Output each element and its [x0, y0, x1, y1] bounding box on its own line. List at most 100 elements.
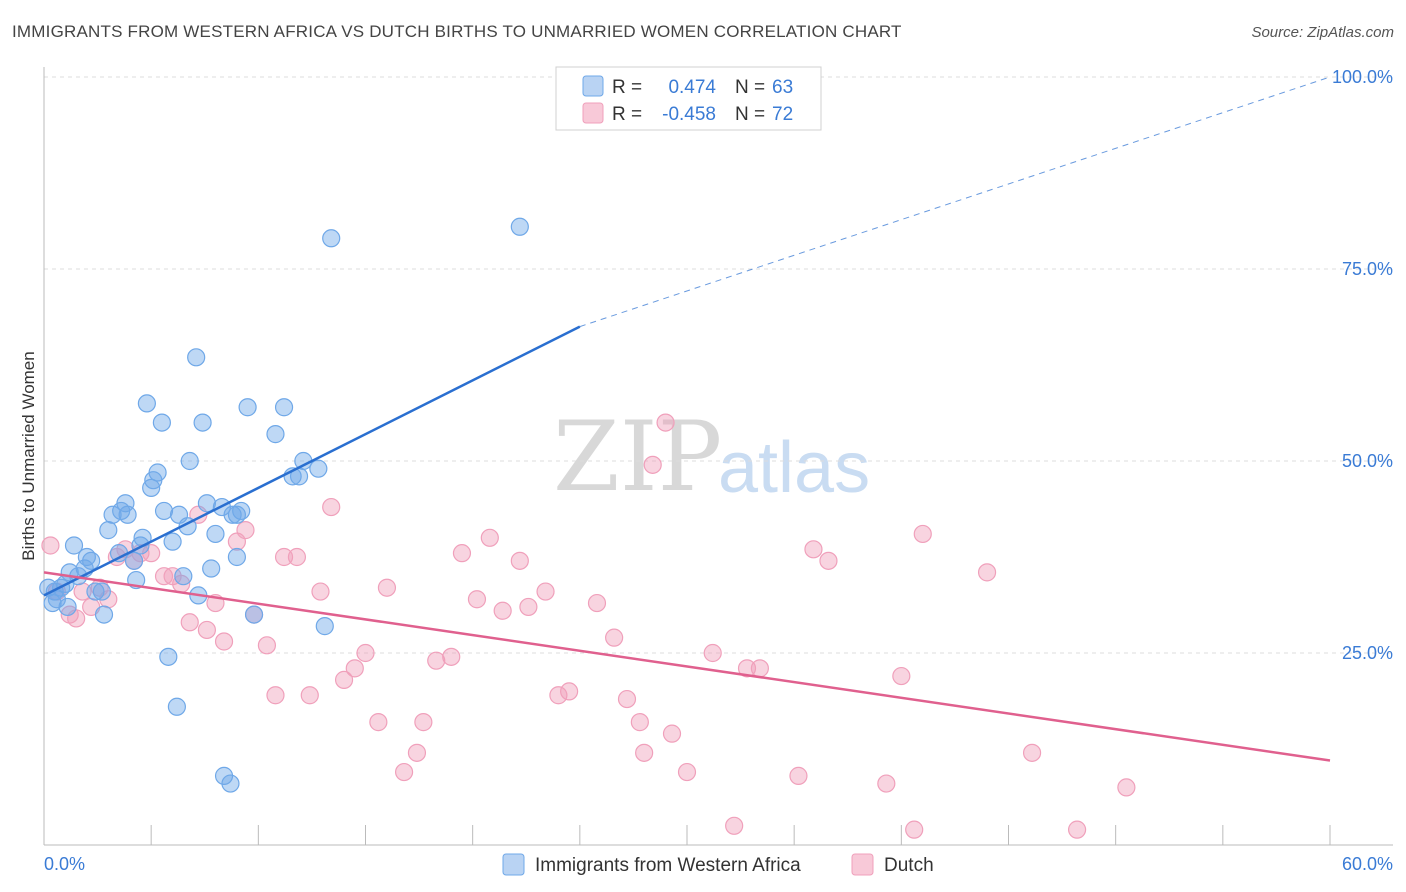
western-africa-point-17	[103, 505, 122, 524]
y-tick-label-25: 25.0%	[1342, 643, 1393, 663]
western-africa-point-59	[315, 617, 334, 636]
dutch-point-29	[311, 582, 330, 601]
gridlines	[44, 76, 1393, 654]
dutch-point-45	[510, 551, 529, 570]
dutch-point-28	[300, 686, 319, 705]
dutch-points	[41, 413, 1136, 839]
y-tick-label-50: 50.0%	[1342, 451, 1393, 471]
dutch-point-0	[41, 536, 60, 555]
dutch-point-73	[1117, 778, 1136, 797]
dutch-point-62	[750, 659, 769, 678]
dutch-point-41	[452, 544, 472, 563]
dutch-point-38	[414, 713, 433, 732]
western-africa-point-16	[99, 521, 118, 540]
western-africa-point-44	[206, 524, 225, 544]
watermark-atlas: atlas	[718, 428, 870, 508]
legend-n-value-2: 72	[772, 104, 793, 125]
dutch-point-64	[804, 540, 823, 559]
dutch-point-24	[257, 636, 277, 655]
x-tick-label-min: 0.0%	[44, 854, 85, 874]
western-africa-point-34	[167, 697, 186, 716]
western-africa-point-58	[309, 459, 328, 478]
western-africa-point-36	[174, 567, 193, 586]
western-africa-point-38	[180, 451, 199, 471]
western-africa-point-51	[238, 398, 257, 417]
western-africa-point-29	[148, 463, 167, 482]
dutch-point-40	[442, 647, 461, 666]
x-ticks	[43, 825, 1331, 845]
western-africa-point-15	[94, 605, 114, 624]
dutch-point-42	[467, 590, 487, 609]
dutch-point-39	[427, 651, 446, 670]
legend-r-label-2: R =	[612, 104, 642, 125]
dutch-point-51	[605, 628, 624, 647]
western-africa-point-30	[152, 413, 171, 432]
dutch-point-35	[377, 578, 397, 597]
dutch-point-25	[266, 686, 285, 705]
dutch-point-44	[493, 601, 512, 620]
dutch-point-56	[656, 413, 675, 432]
western-africa-point-48	[223, 505, 242, 524]
western-africa-trendline	[43, 325, 581, 597]
western-africa-point-41	[193, 413, 212, 432]
western-africa-point-47	[221, 774, 240, 793]
series-legend-label-blue: Immigrants from Western Africa	[535, 855, 801, 876]
western-africa-point-54	[274, 398, 294, 417]
western-africa-point-42	[197, 494, 216, 513]
series-legend-label-pink: Dutch	[884, 855, 934, 876]
chart-title: IMMIGRANTS FROM WESTERN AFRICA VS DUTCH …	[12, 22, 902, 41]
dutch-point-46	[519, 597, 538, 617]
dutch-point-43	[480, 528, 499, 547]
dutch-point-26	[274, 547, 294, 567]
x-tick-label-max: 60.0%	[1342, 854, 1393, 874]
dutch-point-18	[197, 620, 216, 640]
dutch-point-33	[356, 643, 375, 663]
stats-legend: R = 0.474 N = 63 R = -0.458 N = 72	[555, 66, 822, 131]
source-label: Source: ZipAtlas.com	[1251, 24, 1394, 41]
dutch-point-47	[536, 582, 555, 601]
dutch-point-72	[1067, 820, 1087, 839]
y-tick-label-100: 100.0%	[1332, 67, 1393, 87]
western-africa-point-26	[137, 394, 156, 413]
dutch-point-27	[287, 547, 307, 567]
western-africa-point-32	[159, 647, 178, 666]
dutch-point-36	[394, 762, 414, 782]
dutch-point-65	[819, 551, 838, 570]
western-africa-point-39	[187, 348, 206, 367]
dutch-point-16	[180, 613, 199, 632]
y-axis-label: Births to Unmarried Women	[19, 351, 38, 560]
dutch-point-67	[892, 666, 911, 686]
dutch-point-49	[560, 682, 579, 701]
dutch-point-52	[617, 689, 637, 709]
dutch-point-20	[214, 632, 234, 651]
watermark-zip: ZIP	[553, 401, 722, 513]
western-africa-point-8	[64, 536, 84, 555]
western-africa-point-7	[58, 597, 77, 617]
western-africa-point-21	[118, 505, 137, 524]
western-africa-point-33	[163, 532, 182, 551]
legend-r-value-1: 0.474	[668, 77, 716, 98]
dutch-point-31	[334, 670, 354, 689]
dutch-point-63	[789, 766, 808, 785]
y-tick-labels: 25.0% 50.0% 75.0% 100.0%	[1332, 67, 1393, 663]
western-africa-point-14	[92, 582, 111, 601]
series-legend-swatch-pink	[851, 853, 874, 876]
dutch-point-30	[322, 497, 341, 517]
legend-r-label-1: R =	[612, 77, 642, 98]
legend-swatch-pink	[582, 102, 604, 124]
dutch-point-71	[1022, 743, 1042, 762]
series-legend-swatch-blue	[502, 853, 525, 876]
dutch-point-66	[877, 774, 896, 793]
legend-n-value-1: 63	[772, 77, 793, 98]
western-africa-points	[39, 217, 529, 793]
dutch-point-68	[905, 820, 924, 839]
dutch-point-69	[913, 524, 932, 544]
western-africa-point-12	[82, 551, 101, 570]
western-africa-point-61	[510, 217, 529, 236]
legend-n-label-2: N =	[735, 104, 765, 125]
western-africa-point-49	[227, 547, 246, 567]
legend-swatch-blue	[582, 75, 604, 97]
western-africa-point-22	[124, 551, 144, 570]
dutch-point-54	[635, 743, 654, 762]
